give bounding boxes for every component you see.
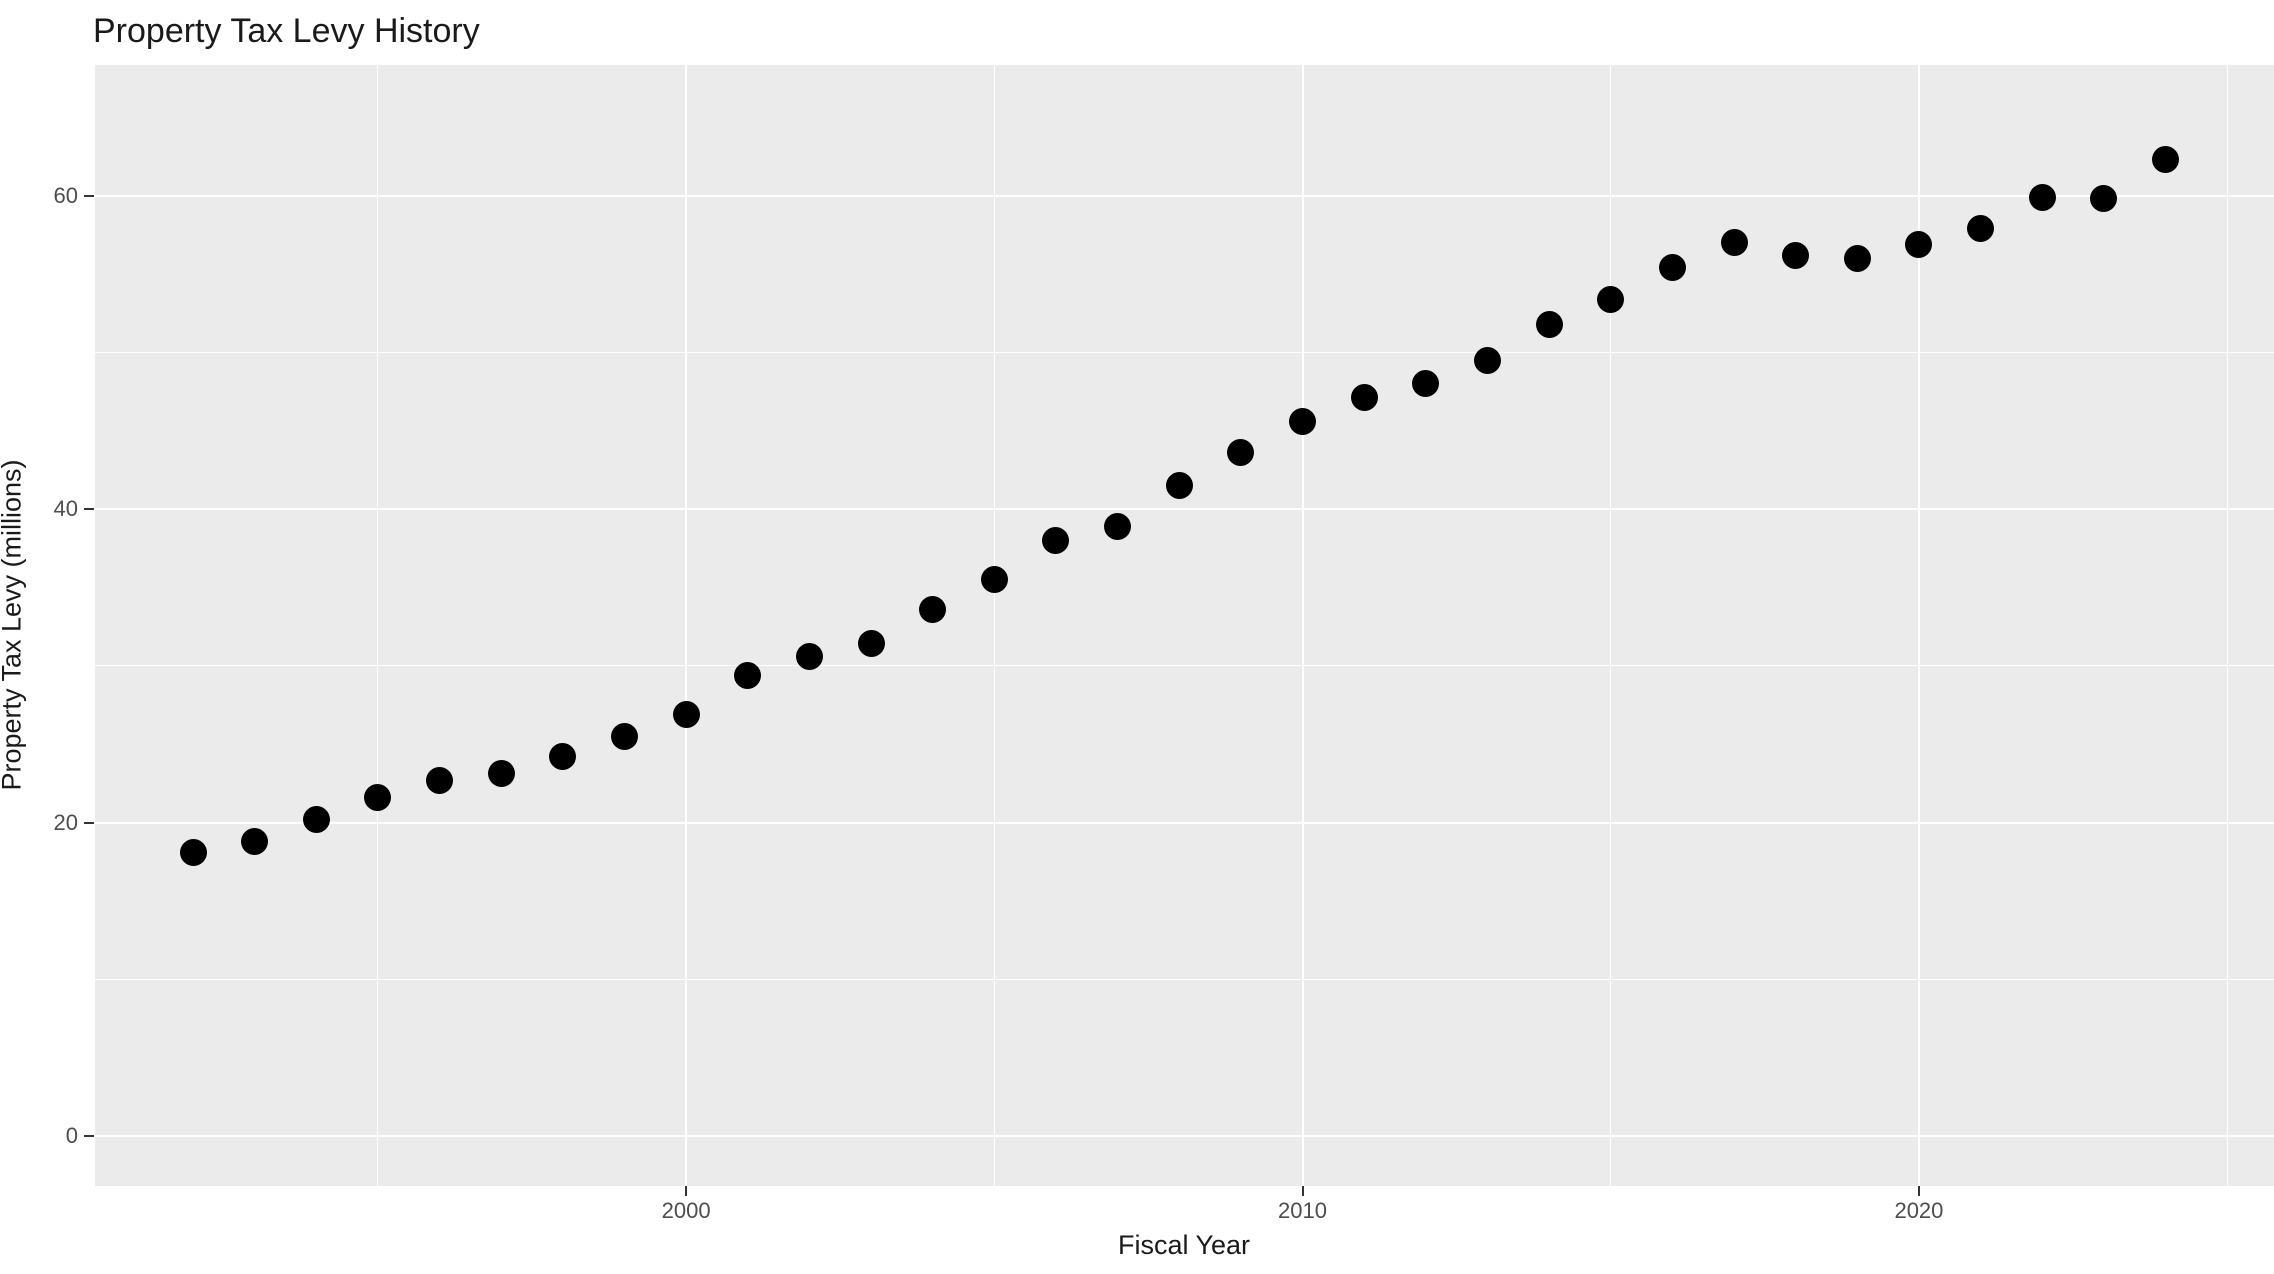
gridline-minor-x <box>1610 65 1612 1186</box>
gridline-major-x <box>685 65 688 1186</box>
data-point <box>1412 370 1440 398</box>
data-point <box>1289 407 1317 435</box>
data-point <box>1350 384 1378 412</box>
data-point <box>795 642 823 670</box>
data-point <box>549 743 577 771</box>
gridline-major-y <box>95 1134 2274 1137</box>
data-point <box>610 722 638 750</box>
gridline-major-x <box>1917 65 1920 1186</box>
data-point <box>1473 346 1501 374</box>
x-tick-mark <box>1917 1186 1920 1196</box>
data-point <box>2090 185 2118 213</box>
data-point <box>734 661 762 689</box>
data-point <box>2152 146 2179 174</box>
y-tick-mark <box>84 508 94 511</box>
y-tick-mark <box>84 1134 94 1137</box>
data-point <box>1782 241 1810 269</box>
x-tick-label: 2000 <box>661 1198 711 1223</box>
x-axis-title: Fiscal Year <box>1117 1230 1251 1260</box>
gridline-minor-y <box>95 665 2274 667</box>
data-point <box>980 566 1008 594</box>
data-point <box>1165 472 1193 500</box>
data-point <box>1658 254 1686 282</box>
gridline-major-y <box>95 821 2274 824</box>
y-tick-label: 60 <box>53 182 78 208</box>
y-tick-mark <box>84 194 94 197</box>
data-point <box>1720 229 1748 257</box>
data-point <box>1227 439 1255 467</box>
gridline-minor-y <box>95 351 2274 353</box>
chart-title: Property Tax Levy History <box>93 12 480 50</box>
y-tick-label: 40 <box>53 496 78 522</box>
data-point <box>1967 215 1995 243</box>
x-tick-mark <box>1301 1186 1304 1196</box>
data-point <box>672 700 700 728</box>
data-point <box>857 630 885 658</box>
data-point <box>1535 310 1563 338</box>
gridline-minor-x <box>2226 65 2228 1186</box>
gridline-major-y <box>95 508 2274 511</box>
data-point <box>1104 512 1132 540</box>
data-point <box>302 805 330 833</box>
data-point <box>1597 285 1625 313</box>
y-tick-label: 0 <box>65 1122 78 1148</box>
data-point <box>1843 244 1871 272</box>
gridline-major-y <box>95 194 2274 197</box>
y-tick-mark <box>84 821 94 824</box>
data-point <box>241 827 269 855</box>
x-tick-label: 2010 <box>1278 1198 1328 1223</box>
gridline-minor-y <box>95 978 2274 980</box>
gridline-major-x <box>1301 65 1304 1186</box>
data-point <box>2028 183 2056 211</box>
gridline-minor-x <box>993 65 995 1186</box>
data-point <box>487 760 515 788</box>
plot-panel <box>95 65 2274 1186</box>
x-tick-mark <box>685 1186 688 1196</box>
data-point <box>919 595 947 623</box>
x-tick-label: 2020 <box>1894 1198 1944 1223</box>
data-point <box>1042 527 1070 554</box>
y-tick-label: 20 <box>53 809 78 835</box>
data-point <box>364 783 392 811</box>
gridline-minor-x <box>377 65 379 1186</box>
data-point <box>426 766 454 794</box>
data-point <box>1905 230 1933 258</box>
data-point <box>179 838 207 866</box>
